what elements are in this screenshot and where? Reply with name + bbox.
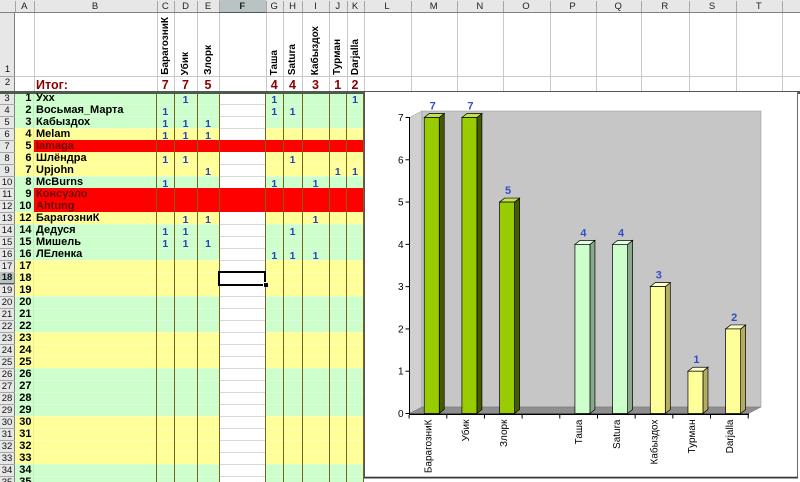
svg-text:0: 0 [398,409,404,420]
svg-text:Кабыздох: Кабыздох [648,420,660,465]
svg-text:Злорк: Злорк [499,419,510,447]
svg-text:5: 5 [398,198,404,209]
svg-text:7: 7 [430,101,436,113]
svg-text:Darjalla: Darjalla [725,419,736,453]
svg-text:БарагозниК: БарагозниК [423,419,434,473]
svg-text:2: 2 [398,324,404,335]
svg-text:4: 4 [580,227,587,239]
svg-text:4: 4 [398,240,404,251]
svg-text:3: 3 [398,282,404,293]
svg-text:2: 2 [731,312,737,324]
svg-text:7: 7 [467,101,473,113]
svg-text:Убик: Убик [460,419,472,441]
svg-text:5: 5 [505,185,511,197]
svg-text:3: 3 [656,270,662,282]
svg-text:Таша: Таша [574,419,585,444]
svg-text:6: 6 [398,155,404,166]
svg-text:1: 1 [693,354,699,366]
svg-text:Satura: Satura [612,419,623,449]
svg-text:Турман: Турман [687,420,698,454]
svg-text:1: 1 [398,367,404,378]
svg-text:4: 4 [618,227,625,239]
svg-text:7: 7 [398,113,404,124]
